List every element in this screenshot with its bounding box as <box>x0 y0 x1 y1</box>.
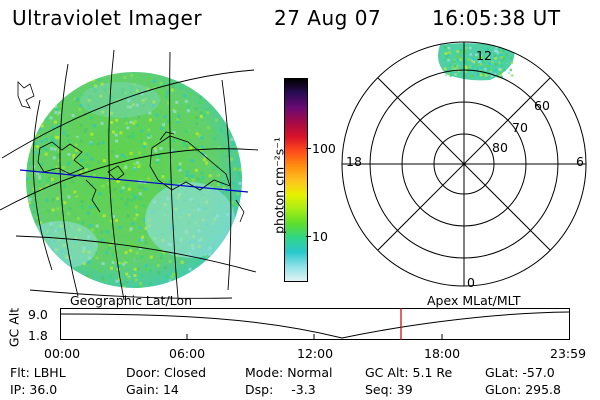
info-flt-value: LBHL <box>33 365 66 380</box>
info-seq-value: 39 <box>396 382 413 397</box>
info-gcalt: GC Alt: 5.1 Re <box>365 365 452 380</box>
info-ip: IP: 36.0 <box>10 382 57 397</box>
time-label: 16:05:38 UT <box>432 6 561 30</box>
info-door-label: Door: <box>126 365 161 380</box>
info-flt: Flt: LBHL <box>10 365 66 380</box>
colorbar-tick-100: 100 <box>312 141 336 156</box>
info-glon: GLon: 295.8 <box>485 382 561 397</box>
info-ip-value: 36.0 <box>29 382 58 397</box>
altplot-xtick-0000: 00:00 <box>44 346 81 361</box>
polar-ring-70: 70 <box>512 120 528 135</box>
altplot-xtick-1200: 12:00 <box>297 346 334 361</box>
apex-label: Apex MLat/MLT <box>427 293 521 308</box>
info-seq: Seq: 39 <box>365 382 413 397</box>
polar-label-6: 6 <box>576 154 584 169</box>
altplot-ytick-low: 1.8 <box>28 328 48 343</box>
instrument-title: Ultraviolet Imager <box>12 6 203 30</box>
info-glat-label: GLat: <box>485 365 519 380</box>
date-label: 27 Aug 07 <box>274 6 382 30</box>
info-mode-label: Mode: <box>245 365 284 380</box>
geographic-image <box>0 49 259 300</box>
info-seq-label: Seq: <box>365 382 393 397</box>
colorbar-unit-label: photon cm⁻²s⁻¹ <box>271 137 287 234</box>
altplot-xtick-0600: 06:00 <box>169 346 206 361</box>
info-door-value: Closed <box>164 365 207 380</box>
altplot-ytick-high: 9.0 <box>28 307 48 322</box>
polar-label-12: 12 <box>476 48 492 63</box>
altplot-xtick-1800: 18:00 <box>424 346 461 361</box>
info-dsp: Dsp: -3.3 <box>245 382 316 397</box>
info-flt-label: Flt: <box>10 365 30 380</box>
polar-ring-80: 80 <box>492 140 508 155</box>
info-glat: GLat: -57.0 <box>485 365 555 380</box>
polar-label-0: 0 <box>467 275 475 290</box>
info-gcalt-label: GC Alt: <box>365 365 409 380</box>
info-gcalt-value: 5.1 Re <box>412 365 453 380</box>
info-dsp-value: -3.3 <box>291 382 316 397</box>
polar-plot: 12 0 18 6 60 70 80 <box>341 41 587 290</box>
info-glon-label: GLon: <box>485 382 522 397</box>
info-glon-value: 295.8 <box>525 382 561 397</box>
info-mode: Mode: Normal <box>245 365 333 380</box>
polar-ring-60: 60 <box>534 98 550 113</box>
colorbar-tick-marks <box>306 236 311 237</box>
info-dsp-label: Dsp: <box>245 382 274 397</box>
info-door: Door: Closed <box>126 365 206 380</box>
info-ip-label: IP: <box>10 382 26 397</box>
info-gain-value: 14 <box>162 382 179 397</box>
altplot-xtick-2359: 23:59 <box>550 346 587 361</box>
colorbar <box>284 78 308 282</box>
geographic-label: Geographic Lat/Lon <box>70 293 192 308</box>
colorbar-tick-marks <box>306 148 311 149</box>
polar-label-18: 18 <box>346 154 362 169</box>
colorbar-tick-10: 10 <box>312 229 328 244</box>
info-gain-label: Gain: <box>126 382 159 397</box>
info-gain: Gain: 14 <box>126 382 179 397</box>
info-mode-value: Normal <box>287 365 333 380</box>
altitude-plot <box>60 308 570 340</box>
info-glat-value: -57.0 <box>522 365 555 380</box>
altplot-ylabel: GC Alt <box>6 307 22 348</box>
